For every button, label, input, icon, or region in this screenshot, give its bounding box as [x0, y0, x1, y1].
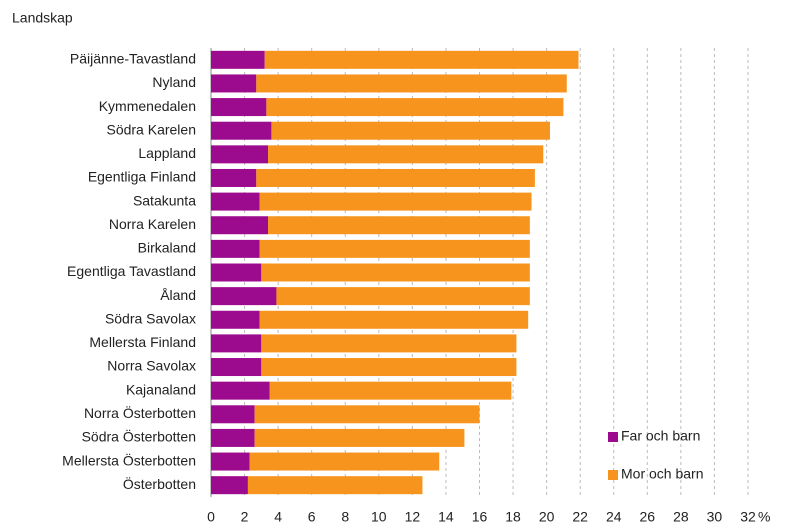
x-tick-label: 20 [539, 509, 555, 525]
y-tick-label: Satakunta [133, 192, 196, 208]
bar-segment [211, 192, 260, 211]
y-tick-label: Mellersta Österbotten [62, 451, 196, 468]
bar-segment [211, 74, 257, 93]
legend-label: Mor och barn [621, 466, 703, 482]
x-tick-label: 24 [606, 509, 622, 525]
y-tick-label: Mellersta Finland [89, 334, 196, 350]
bar-segment [211, 358, 262, 377]
bar-segment [249, 452, 440, 471]
bar-segment [211, 428, 255, 447]
bar-segment [247, 476, 423, 495]
bar-segment [261, 263, 530, 282]
y-tick-label: Södra Österbotten [82, 428, 196, 445]
x-tick-label: 32 [740, 509, 756, 525]
y-tick-label: Norra Savolax [107, 358, 196, 374]
bar-segment [254, 405, 480, 424]
x-tick-label: 14 [438, 509, 454, 525]
x-tick-label: 28 [673, 509, 689, 525]
bar-segment [261, 334, 517, 353]
x-tick-label: 18 [505, 509, 521, 525]
bar-segment [259, 239, 530, 258]
bar-segment [211, 145, 269, 164]
y-tick-label: Kajanaland [126, 381, 196, 397]
y-tick-label: Egentliga Finland [88, 169, 196, 185]
x-tick-label: 12 [405, 509, 421, 525]
bar-segment [211, 310, 260, 329]
bar-segment [254, 428, 465, 447]
bar-segment [211, 239, 260, 258]
bar-segment [269, 381, 512, 400]
bar-segment [211, 216, 269, 235]
y-tick-label: Norra Österbotten [84, 404, 196, 421]
x-tick-label: 16 [472, 509, 488, 525]
y-tick-label: Norra Karelen [109, 216, 196, 232]
x-tick-label: 30 [707, 509, 723, 525]
y-tick-label: Kymmenedalen [99, 98, 196, 114]
legend-swatch [608, 432, 618, 442]
y-tick-label: Åland [160, 287, 196, 303]
bar-segment [259, 192, 532, 211]
y-tick-label: Södra Savolax [105, 310, 196, 326]
legend-label: Far och barn [621, 428, 700, 444]
x-unit: % [758, 509, 770, 525]
y-tick-label: Egentliga Tavastland [67, 263, 196, 279]
x-tick-label: 2 [241, 509, 249, 525]
y-tick-label: Österbotten [123, 475, 196, 492]
x-tick-label: 26 [640, 509, 656, 525]
y-tick-label: Lappland [138, 145, 196, 161]
bar-segment [259, 310, 529, 329]
y-tick-label: Södra Karelen [106, 121, 196, 137]
axis-label: Landskap [12, 10, 73, 26]
y-tick-label: Birkaland [138, 240, 196, 256]
bar-segment [261, 358, 517, 377]
x-tick-label: 4 [274, 509, 282, 525]
bar-segment [211, 452, 250, 471]
legend-swatch [608, 470, 618, 480]
bar-segment [268, 145, 544, 164]
bar-segment [211, 476, 248, 495]
bar-segment [264, 50, 579, 69]
x-tick-label: 6 [308, 509, 316, 525]
bar-segment [211, 168, 257, 187]
x-tick-label: 0 [207, 509, 215, 525]
bar-segment [268, 216, 530, 235]
bar-segment [211, 334, 262, 353]
bar-segment [266, 98, 564, 117]
bar-segment [211, 287, 277, 306]
bar-segment [276, 287, 530, 306]
bar-segment [211, 121, 272, 140]
y-tick-label: Päijänne-Tavastland [70, 51, 196, 67]
bar-segment [211, 405, 255, 424]
bar-segment [211, 381, 270, 400]
bar-segment [256, 74, 567, 93]
y-tick-label: Nyland [152, 74, 196, 90]
bar-segment [211, 98, 267, 117]
bar-segment [256, 168, 535, 187]
bar-segment [211, 263, 262, 282]
x-tick-label: 22 [572, 509, 588, 525]
x-tick-label: 10 [371, 509, 387, 525]
bar-segment [271, 121, 550, 140]
bar-segment [211, 50, 265, 69]
x-tick-label: 8 [341, 509, 349, 525]
